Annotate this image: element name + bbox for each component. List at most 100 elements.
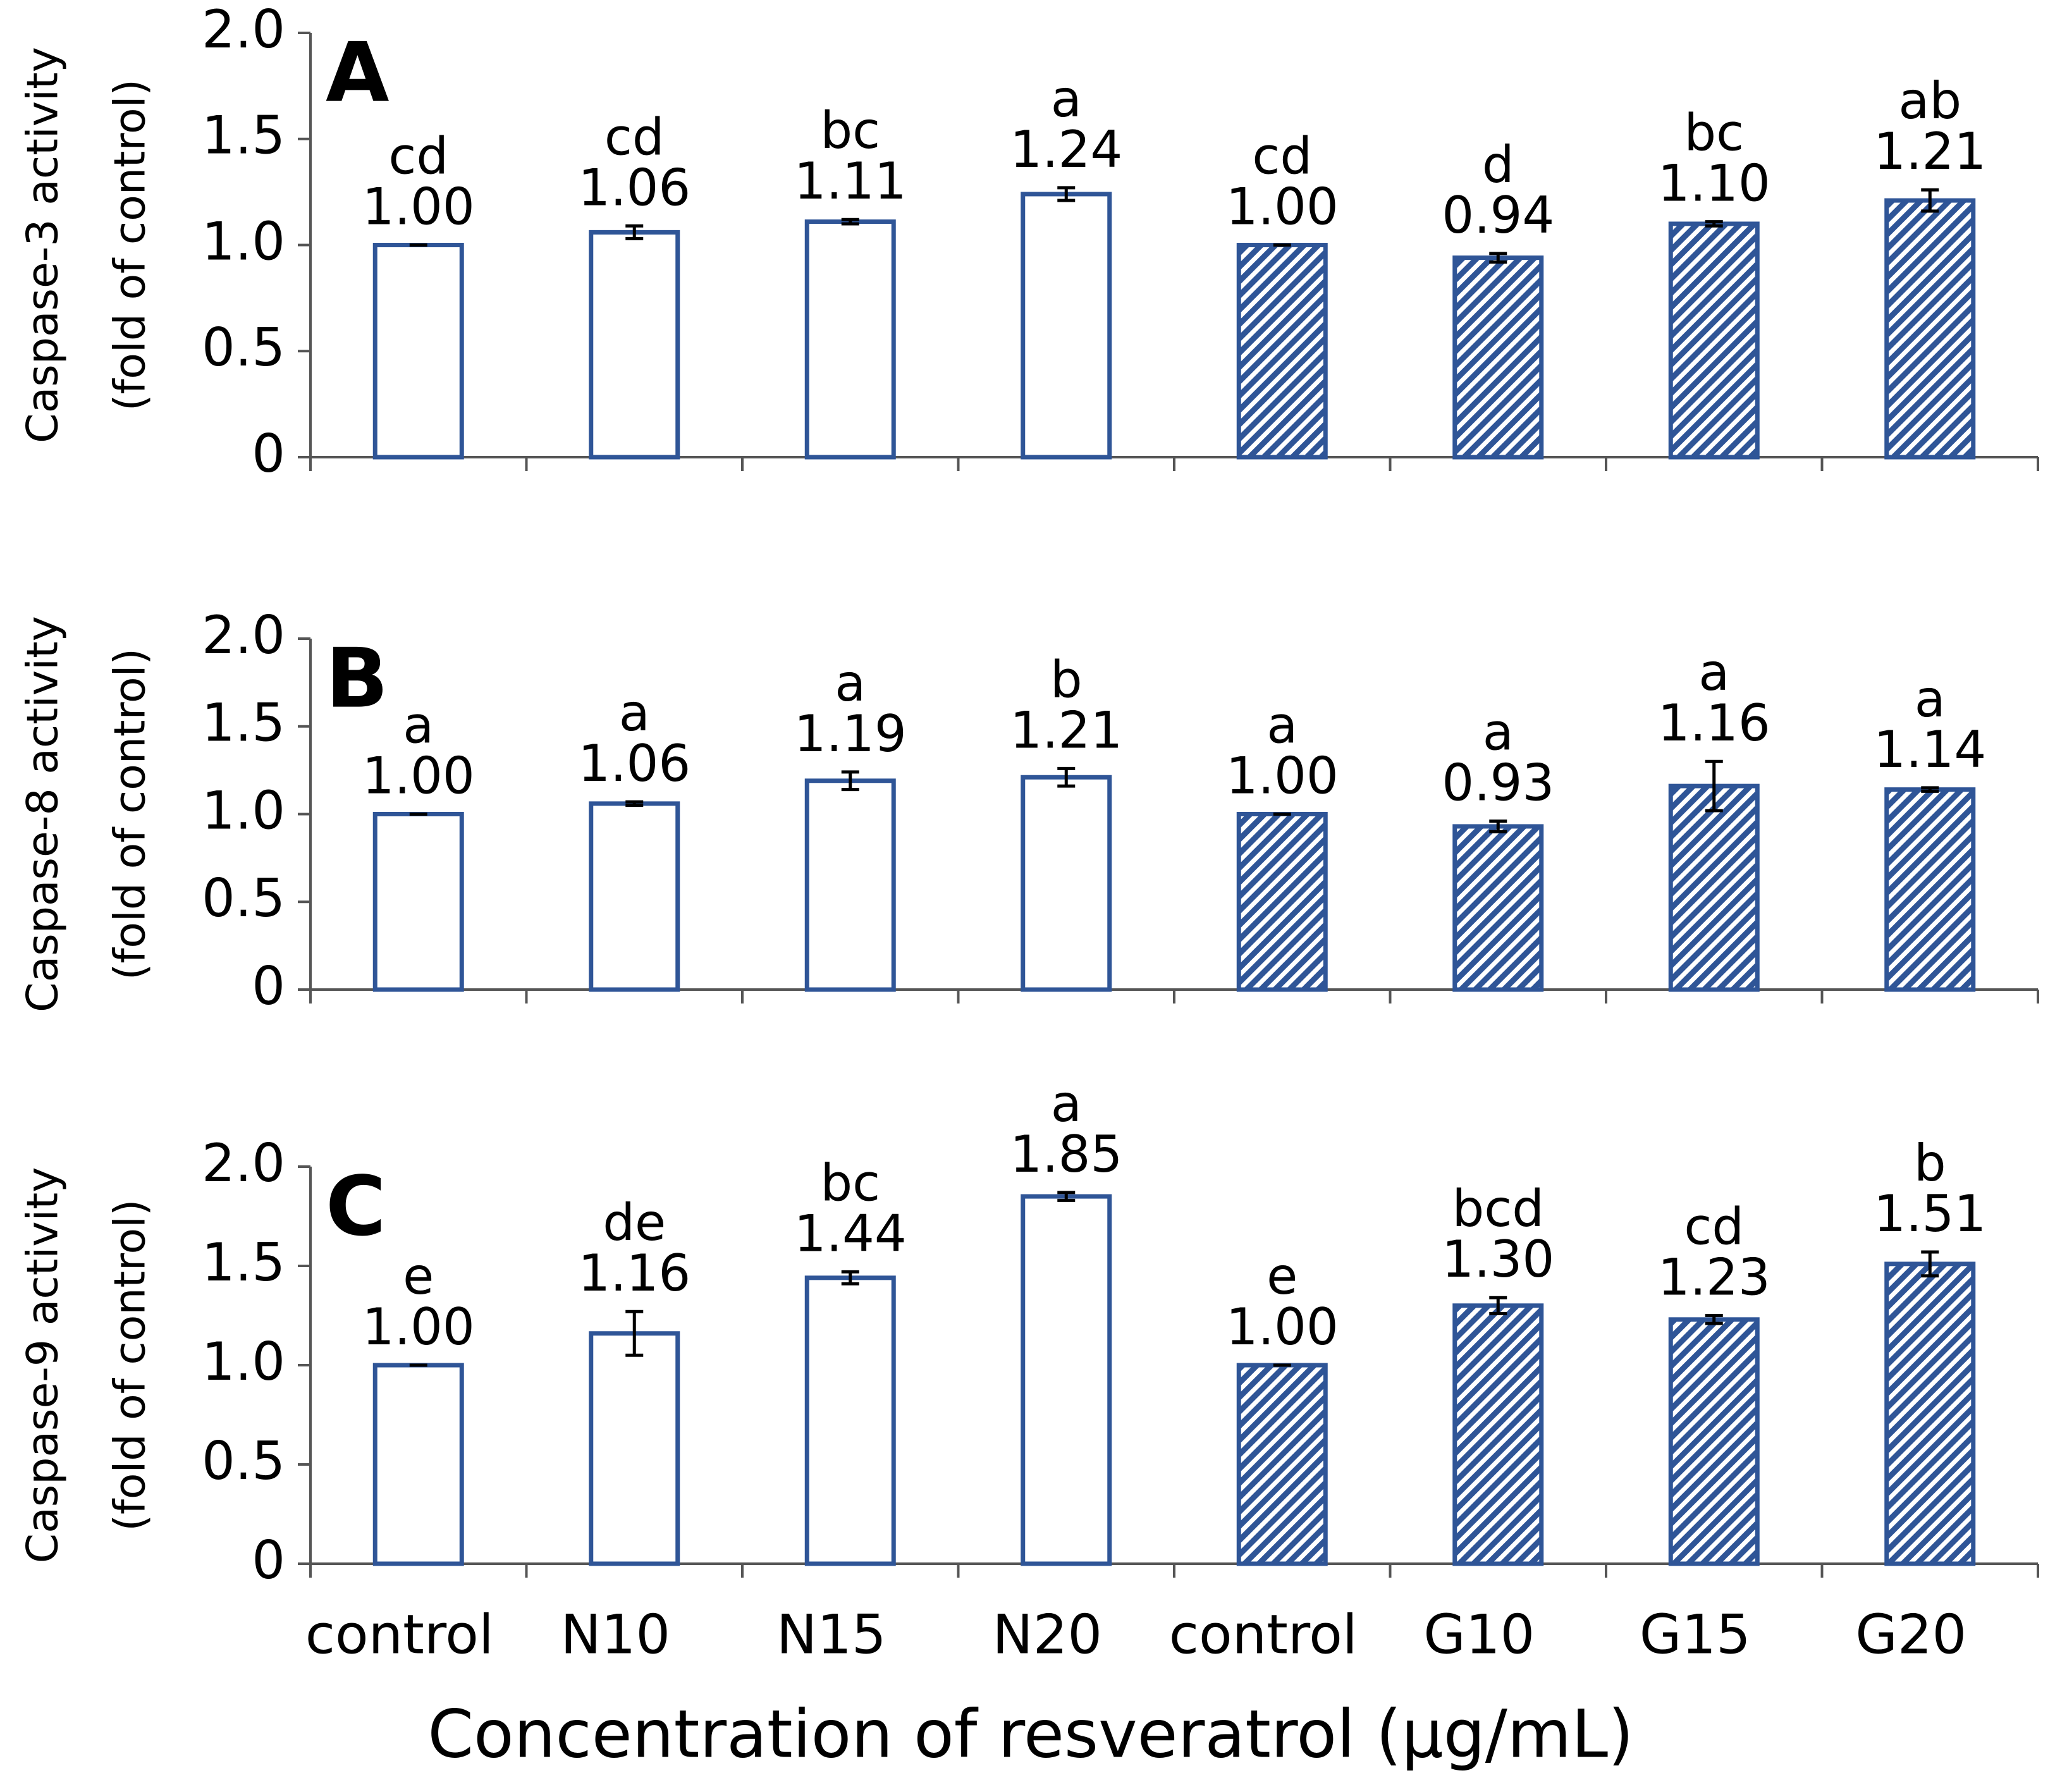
value-label: 1.16 xyxy=(1658,694,1770,752)
y-tick-label: 1.0 xyxy=(202,780,285,841)
value-label: 1.21 xyxy=(1010,701,1122,759)
y-tick-label: 1.5 xyxy=(202,105,285,166)
error-bar xyxy=(1489,819,1507,833)
y-tick-label: 1.5 xyxy=(202,1232,285,1293)
bar xyxy=(1884,198,1976,460)
bar xyxy=(1452,255,1544,460)
value-label: 1.30 xyxy=(1442,1230,1554,1289)
y-tick-label: 2.0 xyxy=(202,604,285,666)
error-bar xyxy=(1057,1191,1076,1202)
y-axis-label: (fold of control) xyxy=(106,79,156,411)
y-tick-label: 0 xyxy=(252,1530,285,1591)
x-tick-label: control xyxy=(1169,1603,1358,1666)
y-tick-label: 0.5 xyxy=(202,1430,285,1492)
error-bar xyxy=(841,770,859,792)
bar xyxy=(804,1275,896,1566)
significance-letter: a xyxy=(1915,670,1946,728)
error-bar xyxy=(841,218,859,226)
error-bar xyxy=(1057,766,1076,788)
significance-letter: cd xyxy=(388,126,448,185)
panel-label: B xyxy=(326,630,388,727)
error-bar xyxy=(625,1310,644,1357)
panel-label: C xyxy=(326,1158,386,1255)
significance-letter: de xyxy=(603,1193,666,1252)
value-label: 1.00 xyxy=(362,746,475,805)
significance-letter: b xyxy=(1914,1134,1946,1193)
value-label: 1.24 xyxy=(1010,120,1122,179)
value-label: 0.93 xyxy=(1442,754,1554,813)
value-label: 1.06 xyxy=(578,734,690,793)
bar xyxy=(1021,1194,1112,1566)
value-label: 1.00 xyxy=(362,1298,475,1356)
error-bar xyxy=(1705,1314,1723,1325)
x-tick-label: N10 xyxy=(560,1603,670,1666)
error-bar xyxy=(1921,786,1939,793)
significance-letter: a xyxy=(403,696,434,754)
significance-letter: a xyxy=(1051,1074,1082,1133)
significance-letter: b xyxy=(1050,650,1083,709)
bar xyxy=(1668,221,1760,460)
bar xyxy=(1668,1317,1760,1566)
value-label: 1.00 xyxy=(1226,177,1339,236)
error-bar xyxy=(625,800,644,807)
panel-label: A xyxy=(326,25,390,121)
bar xyxy=(804,778,896,992)
x-axis-label: Concentration of resveratrol (μg/mL) xyxy=(427,1695,1633,1772)
value-label: 1.23 xyxy=(1658,1248,1770,1306)
x-tick-label: N20 xyxy=(992,1603,1102,1666)
significance-letter: a xyxy=(1051,70,1082,128)
y-tick-label: 0.5 xyxy=(202,317,285,378)
value-label: 1.00 xyxy=(362,177,475,236)
y-axis-label: Caspase-3 activity xyxy=(18,47,68,443)
significance-letter: a xyxy=(1267,696,1297,754)
x-tick-label: control xyxy=(305,1603,494,1666)
bar xyxy=(589,230,680,460)
x-tick-label: N15 xyxy=(776,1603,886,1666)
value-label: 1.16 xyxy=(578,1244,690,1303)
significance-letter: a xyxy=(1483,703,1514,762)
significance-letter: e xyxy=(403,1247,434,1306)
y-tick-label: 1.0 xyxy=(202,211,285,272)
value-label: 1.06 xyxy=(578,158,690,217)
significance-letter: a xyxy=(1698,643,1729,702)
error-bar xyxy=(1921,188,1939,213)
significance-letter: e xyxy=(1267,1247,1297,1306)
y-tick-label: 0 xyxy=(252,423,285,484)
significance-letter: ab xyxy=(1898,71,1961,130)
y-tick-label: 2.0 xyxy=(202,0,285,60)
y-axis-label: Caspase-8 activity xyxy=(18,616,68,1012)
error-bar xyxy=(1057,186,1076,202)
bar xyxy=(1021,192,1112,460)
value-label: 1.21 xyxy=(1874,122,1986,181)
significance-letter: bc xyxy=(820,101,880,160)
significance-letter: bcd xyxy=(1452,1179,1544,1238)
significance-letter: cd xyxy=(1684,1197,1744,1256)
significance-letter: d xyxy=(1482,135,1514,194)
value-label: 1.00 xyxy=(1226,1298,1339,1356)
bar xyxy=(589,801,680,992)
bar xyxy=(1452,1303,1544,1566)
value-label: 1.00 xyxy=(1226,746,1339,805)
y-tick-label: 0 xyxy=(252,955,285,1017)
y-axis-label: (fold of control) xyxy=(106,648,156,980)
bar xyxy=(1236,1363,1328,1566)
error-bar xyxy=(1921,1250,1939,1278)
value-label: 1.51 xyxy=(1874,1184,1986,1243)
y-tick-label: 1.5 xyxy=(202,692,285,754)
bar xyxy=(1668,783,1760,992)
bar xyxy=(1021,775,1112,992)
significance-letter: a xyxy=(619,684,650,742)
bar xyxy=(1452,824,1544,992)
x-tick-label: G15 xyxy=(1640,1603,1751,1666)
significance-letter: a xyxy=(835,654,866,713)
x-tick-label: G20 xyxy=(1855,1603,1966,1666)
bar xyxy=(1884,1261,1976,1566)
value-label: 1.11 xyxy=(794,152,907,211)
y-tick-label: 0.5 xyxy=(202,868,285,929)
significance-letter: bc xyxy=(820,1153,880,1212)
error-bar xyxy=(841,1270,859,1286)
y-axis-label: (fold of control) xyxy=(106,1199,156,1531)
y-axis-label: Caspase-9 activity xyxy=(18,1167,68,1564)
error-bar xyxy=(1705,759,1723,813)
